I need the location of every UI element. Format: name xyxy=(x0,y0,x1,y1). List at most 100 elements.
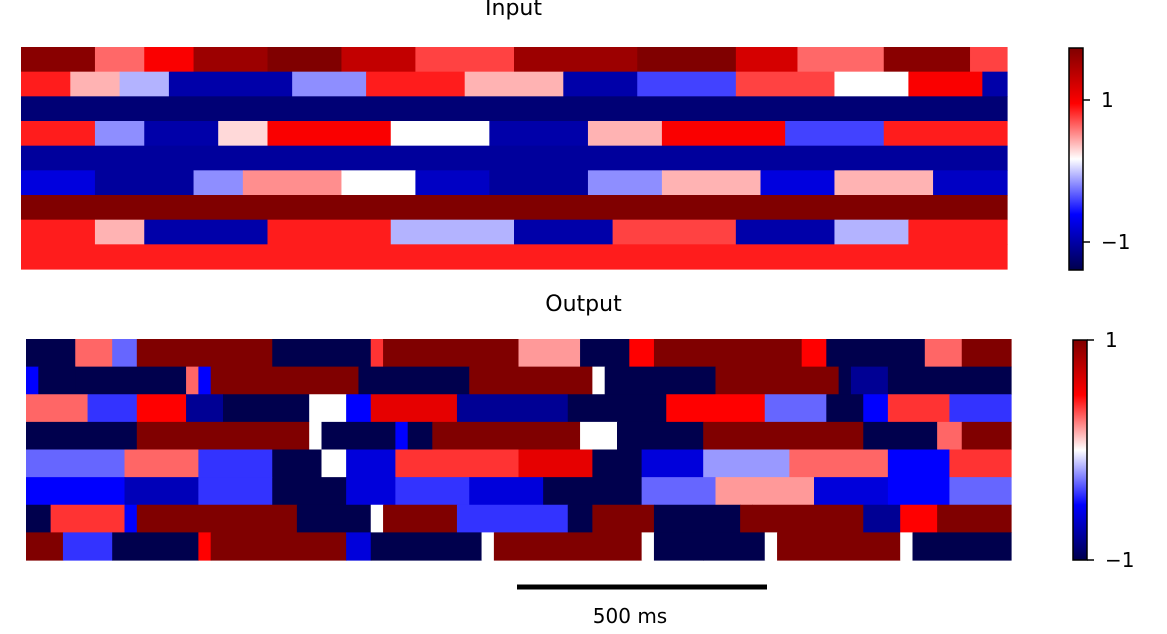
input-heatmap-cell-r1-s6 xyxy=(464,71,564,97)
output-heatmap-cell-r2-s4 xyxy=(223,394,310,423)
time-scalebar: 500 ms xyxy=(517,584,767,628)
output-heatmap-cell-r1-s1 xyxy=(38,366,76,395)
output-heatmap-cell-r1-s8 xyxy=(481,366,593,395)
input-heatmap-cell-r1-s4 xyxy=(292,71,367,97)
output-heatmap-cell-r1-s13 xyxy=(727,366,840,395)
input-heatmap-cell-r3-s7 xyxy=(587,121,663,147)
input-heatmap-cell-r0-s12 xyxy=(970,47,1008,73)
output-heatmap-cell-r2-s11 xyxy=(764,394,827,423)
input-heatmap-cell-r3-s5 xyxy=(390,121,490,147)
input-heatmap-cell-r7-s9 xyxy=(908,219,1008,245)
output-heatmap-cell-r4-s6 xyxy=(395,449,520,478)
output-heatmap-cell-r0-s7 xyxy=(518,339,581,368)
output-heatmap-cell-r3-s4 xyxy=(395,421,409,451)
input-heatmap-cell-r0-s9 xyxy=(735,47,799,73)
output-heatmap-cell-r2-s15 xyxy=(949,394,1012,423)
input-heatmap-cell-r5-s9 xyxy=(760,170,836,196)
input-heatmap-cell-r3-s10 xyxy=(883,121,1008,147)
input-heatmap-cell-r7-s2 xyxy=(144,219,269,245)
output-heatmap-cell-r7-s13 xyxy=(777,532,901,561)
output-heatmap-cell-r7-s4 xyxy=(210,532,347,561)
output-heatmap-cell-r4-s5 xyxy=(346,449,396,478)
output-heatmap-cell-r7-s6 xyxy=(370,532,483,561)
input-heatmap-cell-r1-s9 xyxy=(735,71,836,97)
input-heatmap-cell-r0-s7 xyxy=(514,47,638,73)
output-heatmap-cell-r3-s11 xyxy=(937,421,963,451)
output-heatmap-cell-r3-s8 xyxy=(617,421,704,451)
output-heatmap-cell-r1-s7 xyxy=(469,366,483,395)
output-heatmap-cell-r7-s7 xyxy=(481,532,495,561)
output-heatmap-cell-r1-s6 xyxy=(358,366,470,395)
output-heatmap-cell-r2-s8 xyxy=(456,394,569,423)
output-heatmap-cell-r3-s3 xyxy=(321,421,396,451)
output-heatmap-cell-r2-s10 xyxy=(666,394,766,423)
output-heatmap-cell-r6-s8 xyxy=(567,504,593,533)
output-heatmap-cell-r6-s2 xyxy=(124,504,138,533)
output-heatmap-cell-r3-s1 xyxy=(136,421,310,451)
output-heatmap-cell-r2-s1 xyxy=(87,394,138,423)
input-heatmap-cell-r7-s3 xyxy=(267,219,392,245)
output-heatmap-cell-r6-s12 xyxy=(752,504,864,533)
output-heatmap-cell-r7-s3 xyxy=(198,532,212,561)
input-heatmap-cell-r0-s1 xyxy=(94,47,145,73)
input-heatmap-cell-r7-s5 xyxy=(514,219,614,245)
output-heatmap-cell-r4-s10 xyxy=(703,449,790,478)
output-heatmap-cell-r7-s9 xyxy=(641,532,655,561)
input-heatmap-cell-r5-s7 xyxy=(587,170,663,196)
output-heatmap-cell-r1-s12 xyxy=(715,366,729,395)
input-heatmap-cell-r5-s3 xyxy=(242,170,343,196)
output-heatmap-cell-r0-s12 xyxy=(801,339,827,368)
output-heatmap-cell-r0-s11 xyxy=(703,339,803,368)
output-heatmap-cell-r0-s13 xyxy=(826,339,926,368)
output-heatmap-cell-r2-s12 xyxy=(826,394,864,423)
output-heatmap-cell-r2-s13 xyxy=(863,394,889,423)
input-heatmap-cell-r7-s1 xyxy=(94,219,145,245)
output-heatmap-cell-r5-s0 xyxy=(26,477,126,506)
input-heatmap-cell-r1-s12 xyxy=(982,71,1008,97)
input-heatmap-cell-r1-s1 xyxy=(70,71,121,97)
output-heatmap-cell-r3-s12 xyxy=(961,421,1012,451)
output-colorbar-label-neg1: −1 xyxy=(1105,548,1134,572)
input-heatmap-cell-r7-s4 xyxy=(390,219,515,245)
input-heatmap-cell-r5-s10 xyxy=(834,170,934,196)
output-heatmap-cell-r4-s12 xyxy=(887,449,951,478)
input-heatmap-cell-r5-s6 xyxy=(489,170,589,196)
input-heatmap-cell-r3-s4 xyxy=(267,121,392,147)
input-heatmap-cell-r5-s0 xyxy=(21,170,96,196)
input-heatmap-cell-r1-s5 xyxy=(366,71,466,97)
input-heatmap-cell-r5-s1 xyxy=(94,170,195,196)
output-title: Output xyxy=(545,292,622,317)
output-heatmap-cell-r2-s14 xyxy=(887,394,951,423)
output-heatmap-cell-r1-s2 xyxy=(75,366,187,395)
input-heatmap-cell-r1-s0 xyxy=(21,71,71,97)
output-heatmap-cell-r2-s0 xyxy=(26,394,89,423)
scalebar-label: 500 ms xyxy=(593,604,667,628)
output-heatmap-cell-r4-s0 xyxy=(26,449,126,478)
output-heatmap-cell-r6-s7 xyxy=(456,504,569,533)
output-heatmap xyxy=(26,339,1012,561)
output-heatmap-cell-r4-s9 xyxy=(641,449,704,478)
output-heatmap-cell-r7-s0 xyxy=(26,532,64,561)
input-heatmap-cell-r3-s2 xyxy=(144,121,219,147)
output-colorbar-label-1: 1 xyxy=(1105,328,1118,352)
output-heatmap-cell-r4-s13 xyxy=(949,449,1012,478)
output-heatmap-cell-r1-s15 xyxy=(850,366,889,395)
output-heatmap-cell-r2-s5 xyxy=(309,394,347,423)
input-heatmap-cell-r0-s6 xyxy=(415,47,515,73)
input-heatmap-cell-r1-s10 xyxy=(834,71,909,97)
output-heatmap-cell-r4-s4 xyxy=(321,449,347,478)
input-heatmap-cell-r4-s0 xyxy=(21,145,1008,171)
input-heatmap-cell-r8-s0 xyxy=(21,244,1008,270)
output-heatmap-cell-r0-s10 xyxy=(653,339,704,368)
output-heatmap-cell-r6-s15 xyxy=(937,504,1012,533)
input-heatmap-cell-r1-s3 xyxy=(168,71,293,97)
output-heatmap-cell-r1-s16 xyxy=(887,366,1012,395)
input-heatmap-cell-r5-s2 xyxy=(193,170,244,196)
output-heatmap-cell-r0-s15 xyxy=(961,339,1012,368)
output-heatmap-cell-r5-s1 xyxy=(124,477,199,506)
input-heatmap-cell-r0-s0 xyxy=(21,47,96,73)
output-heatmap-cell-r1-s9 xyxy=(592,366,606,395)
input-heatmap-cell-r0-s3 xyxy=(193,47,269,73)
output-heatmap-cell-r2-s6 xyxy=(346,394,372,423)
